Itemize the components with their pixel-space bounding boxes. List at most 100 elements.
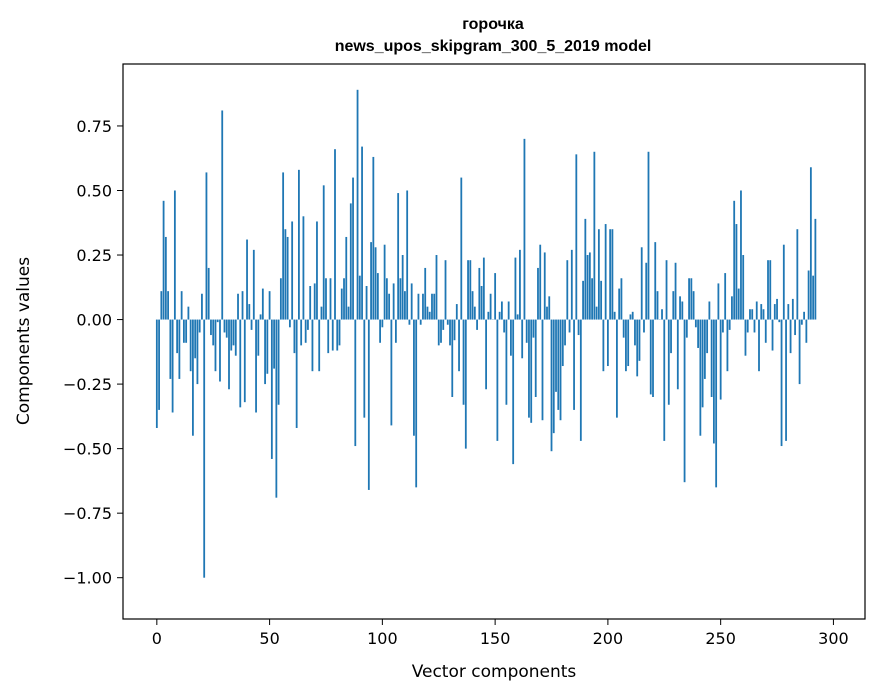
x-tick-label: 100 — [367, 629, 398, 648]
bar-61 — [293, 319, 296, 354]
bar-101 — [383, 244, 386, 320]
bar-18 — [196, 319, 199, 385]
bar-199 — [604, 224, 607, 320]
bar-150 — [494, 273, 497, 320]
bar-166 — [530, 319, 533, 423]
bar-45 — [257, 319, 260, 356]
bar-66 — [304, 319, 307, 343]
bar-38 — [241, 291, 244, 320]
bar-158 — [512, 319, 515, 465]
bar-14 — [187, 306, 190, 320]
bar-109 — [401, 255, 404, 320]
bar-266 — [755, 301, 758, 320]
bar-48 — [264, 319, 266, 385]
bar-217 — [645, 262, 648, 320]
bar-126 — [440, 319, 442, 343]
bar-31 — [225, 319, 228, 338]
bar-73 — [320, 306, 323, 320]
y-axis-ticks: −1.00 −0.75 −0.50 −0.25 0.00 0.25 0.50 0.75 — [63, 117, 123, 588]
bar-263 — [749, 309, 751, 320]
bar-182 — [566, 260, 569, 320]
bar-145 — [482, 257, 485, 320]
bar-168 — [534, 319, 537, 397]
bar-23 — [207, 267, 210, 320]
bar-106 — [394, 319, 397, 343]
bar-151 — [496, 319, 499, 441]
bar-152 — [498, 311, 501, 320]
bar-90 — [358, 275, 361, 320]
bar-232 — [679, 296, 681, 320]
bar-267 — [758, 319, 760, 372]
bar-21 — [203, 319, 206, 578]
bar-235 — [685, 319, 688, 338]
bar-280 — [787, 304, 790, 320]
bar-29 — [221, 110, 224, 320]
bar-118 — [422, 293, 424, 320]
bar-42 — [250, 319, 253, 330]
bar-67 — [307, 319, 309, 330]
bar-105 — [392, 283, 395, 320]
x-tick-label: 200 — [593, 629, 624, 648]
bar-11 — [180, 291, 183, 320]
bar-241 — [699, 319, 702, 436]
bar-154 — [503, 319, 506, 333]
bar-138 — [467, 260, 469, 320]
bar-70 — [313, 283, 316, 320]
bar-268 — [760, 304, 763, 320]
bar-179 — [559, 319, 562, 421]
bar-143 — [478, 267, 481, 320]
x-axis-label: Vector components — [412, 662, 577, 682]
bar-242 — [701, 319, 704, 408]
bar-239 — [694, 319, 697, 328]
bar-63 — [298, 169, 300, 320]
bar-237 — [690, 278, 693, 320]
bar-103 — [388, 293, 391, 320]
bar-115 — [415, 319, 418, 488]
bar-100 — [381, 319, 384, 328]
bar-133 — [455, 304, 458, 320]
bar-85 — [347, 306, 350, 320]
bar-108 — [399, 278, 402, 320]
bar-157 — [510, 319, 512, 356]
bar-273 — [771, 319, 774, 351]
chart-subtitle: news_upos_skipgram_300_5_2019 model — [335, 38, 652, 55]
bar-171 — [541, 319, 544, 421]
bar-170 — [539, 244, 542, 320]
bar-195 — [595, 306, 598, 320]
bar-82 — [340, 288, 343, 320]
bar-111 — [406, 190, 409, 320]
bar-131 — [451, 319, 454, 397]
bar-75 — [325, 278, 327, 320]
bar-265 — [753, 319, 756, 333]
bar-3 — [162, 200, 165, 320]
bar-8 — [173, 190, 176, 320]
bar-34 — [232, 319, 235, 346]
bar-80 — [336, 319, 339, 351]
bar-261 — [744, 319, 747, 356]
bar-243 — [703, 319, 706, 379]
bar-202 — [611, 229, 614, 320]
bar-276 — [778, 319, 781, 323]
x-tick-label: 250 — [705, 629, 736, 648]
bar-28 — [219, 319, 221, 382]
bar-136 — [462, 319, 465, 405]
bar-94 — [367, 319, 370, 490]
bar-59 — [288, 319, 291, 328]
bar-177 — [555, 319, 557, 392]
bar-257 — [735, 224, 738, 320]
bar-7 — [171, 319, 174, 413]
bar-72 — [318, 319, 321, 372]
bar-262 — [746, 319, 749, 333]
bar-264 — [751, 309, 754, 320]
bar-279 — [785, 319, 787, 441]
bar-187 — [577, 319, 580, 336]
bar-19 — [198, 319, 201, 333]
x-tick-label: 150 — [480, 629, 511, 648]
bar-76 — [327, 319, 330, 354]
bar-256 — [733, 200, 736, 320]
bar-49 — [266, 319, 269, 374]
bar-110 — [404, 291, 406, 320]
bar-79 — [334, 149, 336, 320]
bar-15 — [189, 319, 192, 372]
bar-209 — [627, 319, 630, 367]
